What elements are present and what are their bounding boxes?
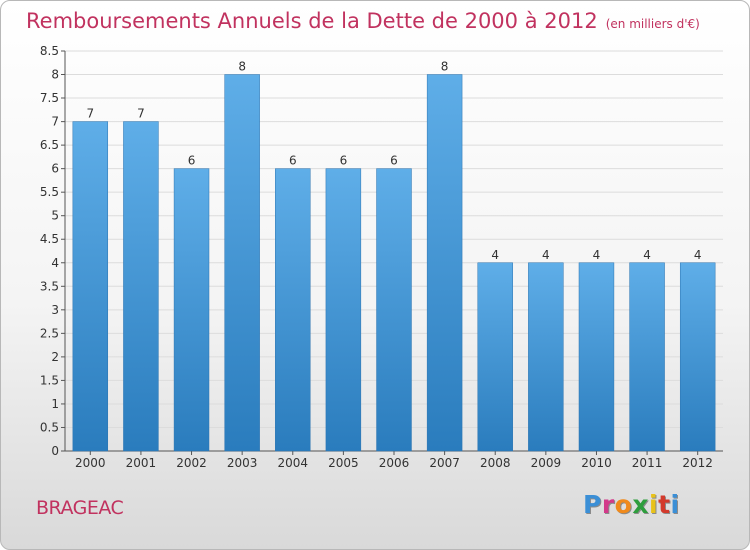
- data-label-2011: 4: [643, 248, 651, 262]
- logo-letter: P: [583, 490, 602, 519]
- data-label-2001: 7: [137, 107, 145, 121]
- bar-2003: [224, 74, 260, 452]
- x-tick-label-2004: 2004: [277, 456, 308, 470]
- y-tick-labels: 0 0.5 1 1.5 2 2.5 3 3.5 4 4.5 5 5.5 6 6.5 7 7.5 8 8.5: [40, 44, 59, 458]
- bar-2009: [528, 262, 564, 452]
- logo-letter: r: [601, 490, 615, 519]
- x-tick-label-2006: 2006: [379, 456, 410, 470]
- y-tick-label: 6: [51, 162, 59, 176]
- y-tick-label: 5.5: [40, 185, 59, 199]
- x-tick-label-2009: 2009: [531, 456, 562, 470]
- data-label-2006: 6: [390, 154, 398, 168]
- y-tick-label: 5: [51, 209, 59, 223]
- bars: [72, 74, 716, 452]
- logo-letter: o: [614, 490, 633, 519]
- x-tick-labels: 2000 2001 2002 2003 2004 2005 2006 2007 2008 2009…: [75, 456, 713, 470]
- y-tick-label: 8: [51, 68, 59, 82]
- y-tick-label: 3: [51, 303, 59, 317]
- x-tick-label-2000: 2000: [75, 456, 106, 470]
- logo-letter: t: [658, 490, 671, 519]
- bar-2010: [578, 262, 615, 452]
- data-label-2010: 4: [593, 248, 601, 262]
- data-label-2000: 7: [86, 107, 94, 121]
- y-tick-label: 3.5: [40, 279, 59, 293]
- y-tick-label: 0: [51, 444, 59, 458]
- bar-2001: [123, 121, 159, 452]
- bar-2006: [376, 168, 412, 452]
- logo-letter: x: [632, 490, 649, 519]
- y-tick-label: 2: [51, 350, 59, 364]
- data-label-2012: 4: [694, 248, 702, 262]
- data-labels: 7 7 6 8 6 6 6 8 4 4 4 4 4: [86, 60, 701, 262]
- bar-2011: [629, 262, 665, 452]
- data-label-2004: 6: [289, 154, 297, 168]
- x-tick-label-2001: 2001: [126, 456, 157, 470]
- y-tick-label: 7: [51, 115, 59, 129]
- logo-letter: i: [649, 490, 659, 519]
- bar-2004: [275, 168, 311, 452]
- data-label-2008: 4: [491, 248, 499, 262]
- y-tick-label: 8.5: [40, 44, 59, 58]
- y-tick-label: 4: [51, 256, 59, 270]
- town-name: BRAGEAC: [36, 497, 124, 519]
- chart-unit: (en milliers d'€): [605, 17, 700, 31]
- data-label-2003: 8: [238, 60, 246, 74]
- data-label-2002: 6: [188, 154, 196, 168]
- y-tick-label: 2.5: [40, 326, 59, 340]
- y-tick-label: 7.5: [40, 91, 59, 105]
- bar-2000: [72, 121, 109, 452]
- x-tick-label-2012: 2012: [682, 456, 713, 470]
- proxiti-logo: Proxiti: [583, 490, 680, 519]
- data-label-2005: 6: [340, 154, 348, 168]
- x-tick-label-2010: 2010: [581, 456, 612, 470]
- y-tick-label: 0.5: [40, 420, 59, 434]
- x-tick-label-2002: 2002: [176, 456, 207, 470]
- x-tick-label-2008: 2008: [480, 456, 511, 470]
- data-label-2007: 8: [441, 60, 449, 74]
- x-tick-label-2007: 2007: [429, 456, 460, 470]
- x-tick-label-2011: 2011: [632, 456, 663, 470]
- logo-letter: i: [670, 490, 680, 519]
- chart-title: Remboursements Annuels de la Dette de 20…: [26, 9, 700, 33]
- y-tick-label: 4.5: [40, 232, 59, 246]
- bar-2008: [477, 262, 513, 452]
- y-tick-label: 6.5: [40, 138, 59, 152]
- x-tick-label-2005: 2005: [328, 456, 359, 470]
- bar-2002: [173, 168, 210, 452]
- x-tick-label-2003: 2003: [227, 456, 258, 470]
- bar-2007: [426, 74, 463, 452]
- bar-2005: [325, 168, 362, 452]
- y-tick-label: 1: [51, 397, 59, 411]
- data-label-2009: 4: [542, 248, 550, 262]
- bar-2012: [679, 262, 716, 452]
- y-tick-label: 1.5: [40, 373, 59, 387]
- chart-title-text: Remboursements Annuels de la Dette de 20…: [26, 9, 598, 33]
